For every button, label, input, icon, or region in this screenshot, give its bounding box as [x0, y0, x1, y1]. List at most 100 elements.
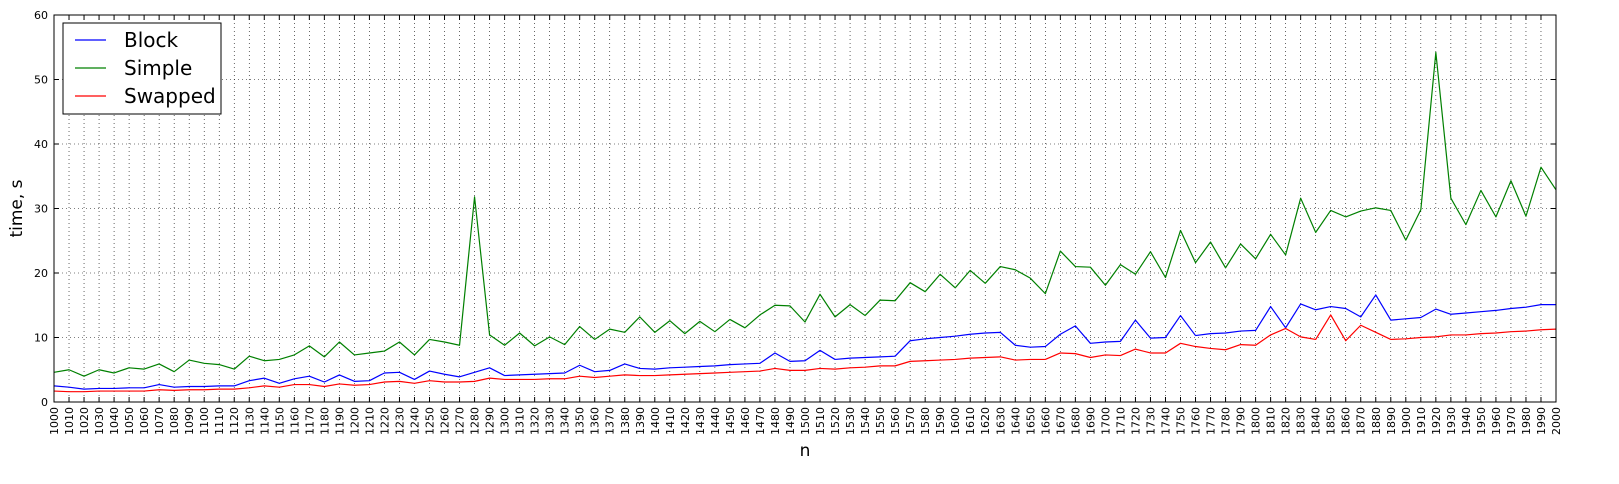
x-tick-label: 1360	[589, 407, 602, 435]
x-tick-label: 1400	[649, 407, 662, 435]
x-tick-label: 1050	[123, 407, 136, 435]
series-line-swapped	[53, 314, 1557, 393]
legend-entries: Block Simple Swapped	[75, 28, 216, 108]
x-tick-label: 1930	[1445, 407, 1458, 435]
x-tick-label: 1300	[499, 407, 512, 435]
x-tick-label: 1440	[709, 407, 722, 435]
x-tick-label: 1650	[1024, 407, 1037, 435]
x-tick-label: 1600	[949, 407, 962, 435]
x-tick-label: 1450	[724, 407, 737, 435]
legend-label-simple: Simple	[124, 56, 192, 80]
x-tick-label: 1420	[679, 407, 692, 435]
x-tick-label: 1520	[829, 407, 842, 435]
x-tick-label: 1630	[994, 407, 1007, 435]
x-tick-label: 1830	[1295, 407, 1308, 435]
x-tick-label: 1160	[288, 407, 301, 435]
x-tick-label: 1540	[859, 407, 872, 435]
y-axis-label: time, s	[7, 179, 27, 237]
x-tick-label: 1640	[1009, 407, 1022, 435]
x-tick-label: 1940	[1460, 407, 1473, 435]
x-tick-label: 1910	[1415, 407, 1428, 435]
x-tick-label: 1250	[424, 407, 437, 435]
x-tick-label: 1570	[904, 407, 917, 435]
x-tick-label: 1810	[1265, 407, 1278, 435]
x-tick-label: 1370	[604, 407, 617, 435]
x-tick-label: 1920	[1430, 407, 1443, 435]
x-tick-label: 1560	[889, 407, 902, 435]
x-tick-label: 1730	[1144, 407, 1157, 435]
x-tick-label: 1470	[754, 407, 767, 435]
x-tick-label: 1680	[1069, 407, 1082, 435]
x-tick-label: 1010	[63, 407, 76, 435]
x-tick-label: 1500	[799, 407, 812, 435]
x-tick-label: 1590	[934, 407, 947, 435]
x-tick-label: 1330	[544, 407, 557, 435]
y-tick-label: 40	[34, 138, 48, 151]
x-tick-label: 1140	[258, 407, 271, 435]
x-tick-label: 1530	[844, 407, 857, 435]
x-tick-label: 1000	[48, 407, 61, 435]
x-tick-label: 1480	[769, 407, 782, 435]
x-tick-label: 1290	[484, 407, 497, 435]
x-tick-label: 1850	[1325, 407, 1338, 435]
x-tick-label: 1030	[93, 407, 106, 435]
y-tick-label: 0	[41, 396, 48, 409]
x-tick-label: 1230	[393, 407, 406, 435]
x-tick-label: 1770	[1205, 407, 1218, 435]
x-tick-label: 1510	[814, 407, 827, 435]
x-tick-label: 1040	[108, 407, 121, 435]
x-tick-label: 1080	[168, 407, 181, 435]
x-tick-label: 1340	[559, 407, 572, 435]
x-tick-label: 1990	[1535, 407, 1548, 435]
x-tick-label: 1670	[1054, 407, 1067, 435]
y-tick-label: 20	[34, 267, 48, 280]
y-tick-label: 60	[34, 9, 48, 22]
x-tick-label: 1800	[1250, 407, 1263, 435]
x-tick-label: 1880	[1370, 407, 1383, 435]
x-tick-label: 1860	[1340, 407, 1353, 435]
x-tick-label: 1610	[964, 407, 977, 435]
x-tick-label: 1410	[664, 407, 677, 435]
x-tick-label: 1280	[469, 407, 482, 435]
x-tick-label: 1380	[619, 407, 632, 435]
x-tick-label: 1750	[1175, 407, 1188, 435]
x-tick-label: 1620	[979, 407, 992, 435]
x-tick-label: 1460	[739, 407, 752, 435]
x-tick-label: 1350	[574, 407, 587, 435]
x-tick-label: 1260	[439, 407, 452, 435]
x-tick-label: 1110	[213, 407, 226, 435]
x-tick-label: 1240	[408, 407, 421, 435]
x-tick-label: 1760	[1190, 407, 1203, 435]
x-tick-label: 1210	[363, 407, 376, 435]
series-line-simple	[53, 51, 1557, 377]
x-tick-label: 1490	[784, 407, 797, 435]
x-tick-label: 1890	[1385, 407, 1398, 435]
x-tick-label: 1270	[454, 407, 467, 435]
y-tick-label: 10	[34, 332, 48, 345]
x-ticks: 1000 1010 1020 1030 1040 1050 1060 1070 1080 1090…	[48, 15, 1563, 435]
x-tick-label: 1820	[1280, 407, 1293, 435]
x-tick-label: 1710	[1114, 407, 1127, 435]
x-tick-label: 2000	[1550, 407, 1563, 435]
x-tick-label: 1190	[333, 407, 346, 435]
y-tick-label: 50	[34, 74, 48, 87]
series-line-block	[53, 294, 1556, 390]
legend-label-swapped: Swapped	[124, 84, 216, 108]
x-tick-label: 1120	[228, 407, 241, 435]
x-tick-label: 1980	[1520, 407, 1533, 435]
x-axis-label: n	[800, 441, 811, 461]
x-tick-label: 1320	[529, 407, 542, 435]
x-tick-label: 1740	[1159, 407, 1172, 435]
x-tick-label: 1950	[1475, 407, 1488, 435]
series-lines	[53, 51, 1557, 393]
x-tick-label: 1550	[874, 407, 887, 435]
x-tick-label: 1170	[303, 407, 316, 435]
legend-label-block: Block	[124, 28, 179, 52]
x-tick-label: 1840	[1310, 407, 1323, 435]
x-tick-label: 1100	[198, 407, 211, 435]
x-tick-label: 1060	[138, 407, 151, 435]
x-tick-label: 1020	[78, 407, 91, 435]
x-tick-label: 1180	[318, 407, 331, 435]
x-tick-label: 1960	[1490, 407, 1503, 435]
x-tick-label: 1150	[273, 407, 286, 435]
